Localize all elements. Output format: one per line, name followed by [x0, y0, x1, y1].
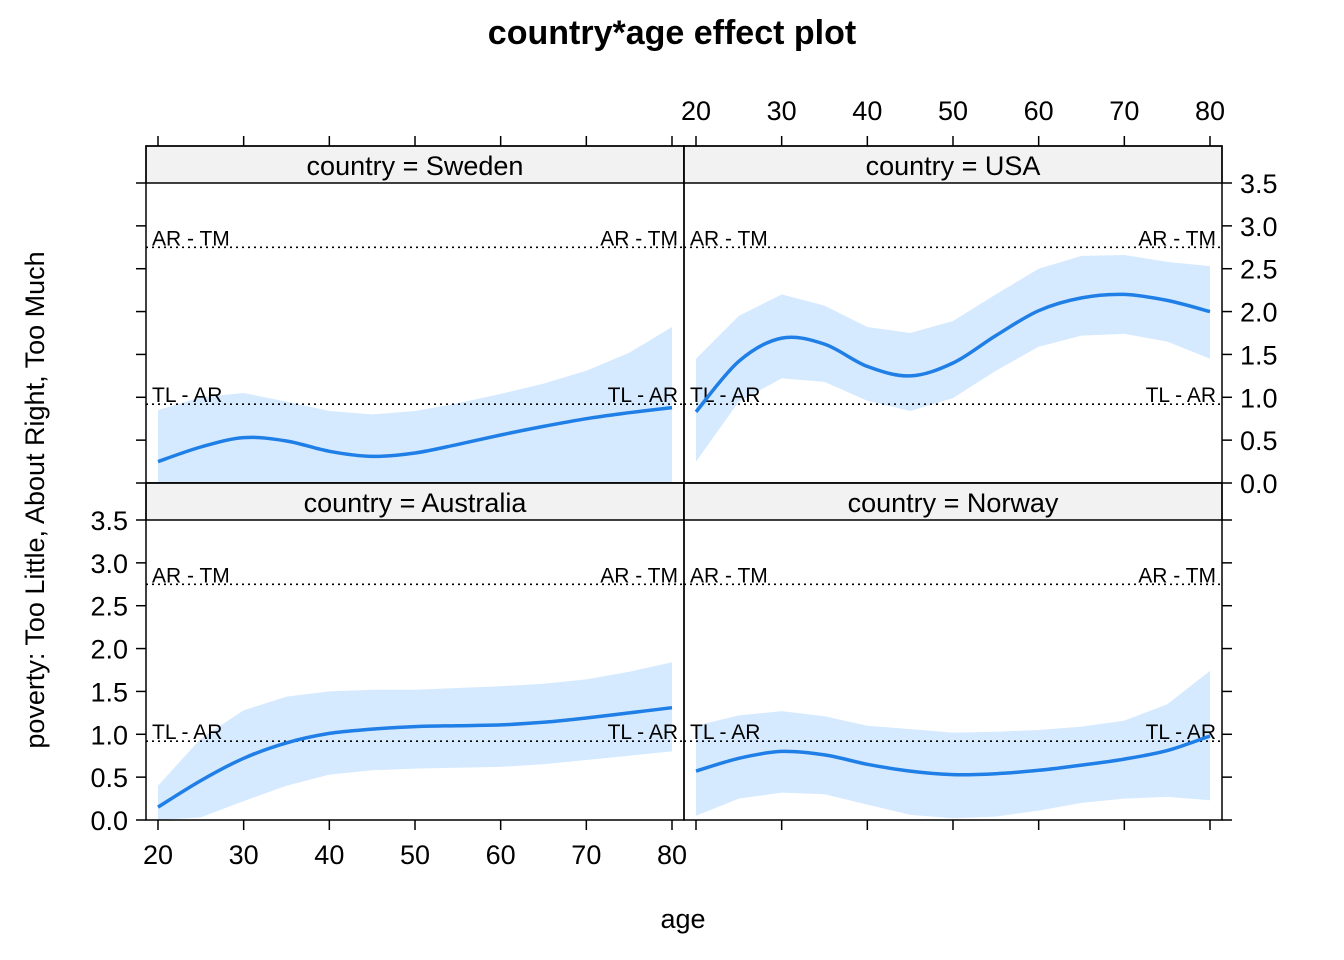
confidence-band-usa	[696, 255, 1210, 462]
fit-line-usa	[694, 292, 1211, 414]
y-tick-label-right: 1.0	[1240, 383, 1278, 413]
confidence-band-norway	[696, 670, 1210, 819]
ref-label-right-tl-ar: TL - AR	[1146, 384, 1216, 407]
strip-norway	[683, 482, 1223, 521]
x-tick-label-bottom: 20	[143, 840, 173, 870]
strip-label-sweden: country = Sweden	[307, 151, 524, 181]
y-tick-label-right: 1.5	[1240, 340, 1278, 370]
x-tick-label-top: 80	[1195, 96, 1225, 126]
x-tick-label-top: 60	[1024, 96, 1054, 126]
confidence-band-australia	[158, 662, 672, 820]
y-tick-label-left: 2.0	[90, 635, 128, 665]
x-tick-label-bottom: 80	[657, 840, 687, 870]
ref-label-left-tl-ar: TL - AR	[152, 384, 222, 407]
y-tick-label-left: 3.5	[90, 506, 128, 536]
y-tick-label-left: 1.5	[90, 677, 128, 707]
ref-label-right-ar-tm: AR - TM	[600, 227, 678, 250]
y-tick-label-left: 2.5	[90, 592, 128, 622]
strip-label-norway: country = Norway	[848, 488, 1059, 518]
y-tick-label-left: 0.0	[90, 806, 128, 836]
fit-line-sweden	[157, 405, 673, 464]
x-tick-label-bottom: 60	[486, 840, 516, 870]
x-tick-label-top: 30	[767, 96, 797, 126]
panel-australia: AR - TM AR - TM TL - AR TL - AR country = Au…	[145, 482, 685, 821]
ref-label-right-ar-tm: AR - TM	[600, 564, 678, 587]
x-tick-label-bottom: 30	[229, 840, 259, 870]
ref-label-right-tl-ar: TL - AR	[608, 384, 678, 407]
y-tick-label-right: 0.0	[1240, 469, 1278, 499]
ref-label-right-ar-tm: AR - TM	[1138, 564, 1216, 587]
x-tick-label-bottom: 40	[314, 840, 344, 870]
y-tick-label-right: 3.0	[1240, 212, 1278, 242]
ref-label-left-tl-ar: TL - AR	[690, 384, 760, 407]
ref-label-left-ar-tm: AR - TM	[152, 227, 230, 250]
y-axis-label: poverty: Too Little, About Right, Too Mu…	[20, 251, 50, 748]
ref-label-right-tl-ar: TL - AR	[1146, 721, 1216, 744]
y-tick-label-right: 2.0	[1240, 298, 1278, 328]
panel-norway: AR - TM AR - TM TL - AR TL - AR country = No…	[683, 482, 1223, 821]
ref-label-right-tl-ar: TL - AR	[608, 721, 678, 744]
y-tick-label-left: 3.0	[90, 549, 128, 579]
x-tick-label-top: 40	[852, 96, 882, 126]
ref-label-left-ar-tm: AR - TM	[690, 564, 768, 587]
strip-label-australia: country = Australia	[304, 488, 528, 518]
chart-title: country*age effect plot	[488, 14, 856, 52]
x-tick-label-bottom: 70	[571, 840, 601, 870]
y-tick-label-left: 1.0	[90, 720, 128, 750]
x-tick-label-top: 50	[938, 96, 968, 126]
fit-line-australia	[157, 705, 673, 809]
x-axis-label: age	[660, 904, 705, 934]
axes-group: 20 20 30 30 40 40 50 50 60 60 70 70 80 80 0.0 0.0 0.5 0.5…	[90, 96, 1277, 870]
y-tick-label-left: 0.5	[90, 763, 128, 793]
ref-label-left-ar-tm: AR - TM	[152, 564, 230, 587]
ref-label-left-tl-ar: TL - AR	[690, 721, 760, 744]
x-tick-label-bottom: 50	[400, 840, 430, 870]
strip-australia	[145, 482, 685, 521]
panel-usa: AR - TM AR - TM TL - AR TL - AR country = US…	[683, 145, 1223, 484]
fit-line-norway	[695, 734, 1211, 777]
panels-group: AR - TM AR - TM TL - AR TL - AR country = Sw…	[145, 145, 1223, 821]
x-tick-label-top: 20	[681, 96, 711, 126]
ref-label-left-ar-tm: AR - TM	[690, 227, 768, 250]
ref-label-left-tl-ar: TL - AR	[152, 721, 222, 744]
x-tick-label-top: 70	[1109, 96, 1139, 126]
panel-sweden: AR - TM AR - TM TL - AR TL - AR country = Sw…	[145, 145, 685, 484]
ref-label-right-ar-tm: AR - TM	[1138, 227, 1216, 250]
y-tick-label-right: 3.5	[1240, 169, 1278, 199]
strip-label-usa: country = USA	[866, 151, 1041, 181]
y-tick-label-right: 2.5	[1240, 255, 1278, 285]
y-tick-label-right: 0.5	[1240, 426, 1278, 456]
confidence-band-sweden	[158, 327, 672, 483]
